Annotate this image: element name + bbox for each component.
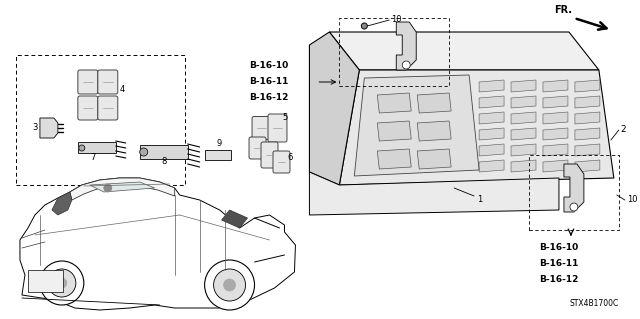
Text: B-16-12: B-16-12	[250, 93, 289, 101]
FancyBboxPatch shape	[98, 70, 118, 94]
Text: B-16-12: B-16-12	[539, 276, 579, 285]
Text: 1: 1	[477, 196, 483, 204]
Polygon shape	[543, 112, 568, 124]
Polygon shape	[52, 192, 72, 215]
FancyBboxPatch shape	[273, 151, 290, 173]
Bar	[16, 55, 185, 185]
Text: STX4B1700C: STX4B1700C	[570, 299, 619, 308]
Text: B-16-11: B-16-11	[250, 77, 289, 85]
Bar	[205, 150, 230, 160]
Polygon shape	[417, 121, 451, 141]
Text: 7: 7	[90, 152, 95, 161]
Polygon shape	[511, 128, 536, 140]
Text: 2: 2	[621, 125, 627, 135]
Text: B-16-11: B-16-11	[539, 259, 579, 269]
Polygon shape	[70, 178, 175, 200]
Polygon shape	[479, 112, 504, 124]
FancyBboxPatch shape	[78, 70, 98, 94]
Circle shape	[362, 23, 367, 29]
Bar	[28, 270, 63, 292]
Text: 5: 5	[282, 114, 288, 122]
Text: 3: 3	[33, 123, 38, 132]
FancyBboxPatch shape	[78, 96, 98, 120]
Polygon shape	[575, 80, 600, 92]
Polygon shape	[479, 80, 504, 92]
Bar	[140, 145, 188, 159]
Circle shape	[40, 261, 84, 305]
Polygon shape	[479, 144, 504, 156]
Polygon shape	[479, 160, 504, 172]
Text: FR.: FR.	[554, 5, 572, 15]
Polygon shape	[417, 149, 451, 169]
FancyBboxPatch shape	[252, 116, 271, 139]
Circle shape	[214, 269, 246, 301]
Circle shape	[104, 184, 112, 192]
FancyBboxPatch shape	[98, 96, 118, 120]
FancyBboxPatch shape	[268, 114, 287, 142]
Text: 9: 9	[217, 138, 222, 147]
Polygon shape	[575, 144, 600, 156]
Polygon shape	[511, 144, 536, 156]
Circle shape	[205, 260, 255, 310]
Polygon shape	[511, 96, 536, 108]
Polygon shape	[575, 160, 600, 172]
Polygon shape	[378, 121, 412, 141]
Polygon shape	[378, 93, 412, 113]
Bar	[529, 155, 619, 230]
Circle shape	[48, 269, 76, 297]
Polygon shape	[417, 93, 451, 113]
Circle shape	[79, 145, 85, 151]
Polygon shape	[575, 112, 600, 124]
Text: B-16-10: B-16-10	[539, 243, 578, 253]
Circle shape	[140, 148, 148, 156]
FancyBboxPatch shape	[249, 137, 266, 159]
Text: 10: 10	[627, 196, 637, 204]
Circle shape	[223, 279, 236, 291]
Text: 10: 10	[391, 16, 402, 25]
Polygon shape	[543, 96, 568, 108]
Polygon shape	[564, 164, 584, 212]
Polygon shape	[511, 112, 536, 124]
Text: B-16-10: B-16-10	[250, 61, 289, 70]
Polygon shape	[543, 80, 568, 92]
Bar	[78, 142, 116, 153]
Text: 6: 6	[287, 153, 293, 162]
FancyArrowPatch shape	[577, 19, 607, 30]
Polygon shape	[378, 149, 412, 169]
Polygon shape	[511, 160, 536, 172]
Circle shape	[57, 278, 67, 288]
Polygon shape	[543, 160, 568, 172]
Polygon shape	[543, 128, 568, 140]
Polygon shape	[309, 32, 359, 185]
Polygon shape	[20, 178, 296, 310]
Polygon shape	[355, 75, 479, 176]
FancyBboxPatch shape	[261, 142, 278, 168]
Bar	[339, 18, 449, 86]
Polygon shape	[309, 172, 559, 215]
Polygon shape	[396, 22, 416, 70]
Polygon shape	[339, 70, 614, 185]
Text: 8: 8	[162, 158, 167, 167]
Polygon shape	[479, 128, 504, 140]
Polygon shape	[479, 96, 504, 108]
Polygon shape	[330, 32, 599, 70]
Circle shape	[403, 61, 410, 69]
Polygon shape	[575, 128, 600, 140]
Polygon shape	[90, 182, 155, 192]
Polygon shape	[40, 118, 58, 138]
Polygon shape	[511, 80, 536, 92]
Polygon shape	[575, 96, 600, 108]
Text: 4: 4	[120, 85, 125, 94]
Polygon shape	[221, 210, 248, 228]
Polygon shape	[543, 144, 568, 156]
Circle shape	[570, 203, 578, 211]
